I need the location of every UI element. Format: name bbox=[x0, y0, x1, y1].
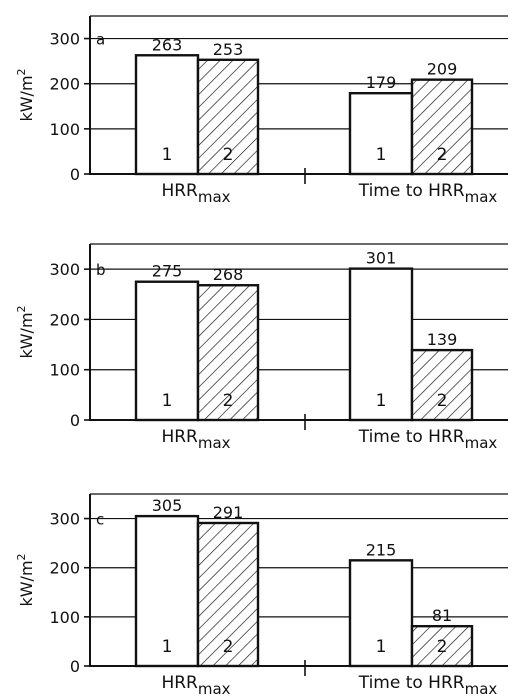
ytick-label-100: 100 bbox=[49, 608, 80, 627]
series-index-label: 1 bbox=[376, 637, 387, 657]
bar-1-series-2 bbox=[196, 521, 260, 668]
value-label: 305 bbox=[152, 496, 183, 515]
series-index-label: 2 bbox=[223, 145, 234, 165]
bar-2-series-2 bbox=[410, 624, 474, 668]
ytick-label-0: 0 bbox=[70, 165, 80, 184]
series-index-label: 2 bbox=[437, 145, 448, 165]
ytick-label-300: 300 bbox=[49, 510, 80, 529]
series-index-label: 1 bbox=[376, 391, 387, 411]
panel-b: 0 100 200 300 kW/m2 b 275 1 268 2 301 1 139 2 HRRmax Ti… bbox=[15, 243, 508, 452]
series-index-label: 1 bbox=[162, 391, 173, 411]
ytick-label-200: 200 bbox=[49, 310, 80, 329]
ytick-label-300: 300 bbox=[49, 260, 80, 279]
series-index-label: 2 bbox=[223, 637, 234, 657]
bar-1-series-2 bbox=[196, 58, 260, 176]
series-index-label: 2 bbox=[223, 391, 234, 411]
series-index-label: 1 bbox=[162, 637, 173, 657]
series-index-label: 1 bbox=[376, 145, 387, 165]
panel-label: c bbox=[96, 511, 104, 529]
value-label: 209 bbox=[427, 60, 458, 79]
bar-2-series-2 bbox=[410, 78, 474, 176]
ytick-label-100: 100 bbox=[49, 120, 80, 139]
value-label: 253 bbox=[213, 40, 244, 59]
value-label: 275 bbox=[152, 262, 183, 281]
panel-a: 0 100 200 300 kW/m2 a 263 1 253 2 179 1 209 2 HRRmax Ti… bbox=[15, 15, 508, 206]
series-index-label: 2 bbox=[437, 637, 448, 657]
category-label-1: HRRmax bbox=[161, 181, 230, 206]
y-axis-label: kW/m2 bbox=[15, 553, 36, 606]
category-label-2: Time to HRRmax bbox=[358, 181, 498, 206]
value-label: 81 bbox=[432, 606, 452, 625]
ytick-label-200: 200 bbox=[49, 559, 80, 578]
bar-2-series-1 bbox=[348, 559, 414, 668]
value-label: 301 bbox=[366, 249, 397, 268]
panel-label: a bbox=[96, 31, 105, 49]
value-label: 291 bbox=[213, 503, 244, 522]
ytick-label-300: 300 bbox=[49, 30, 80, 49]
ytick-label-0: 0 bbox=[70, 657, 80, 676]
value-label: 263 bbox=[152, 35, 183, 54]
category-label-1: HRRmax bbox=[161, 427, 230, 452]
bar-1-series-2 bbox=[196, 284, 260, 422]
value-label: 268 bbox=[213, 265, 244, 284]
bar-2-series-2 bbox=[410, 348, 474, 422]
series-index-label: 1 bbox=[162, 145, 173, 165]
value-label: 179 bbox=[366, 73, 397, 92]
category-label-2: Time to HRRmax bbox=[358, 673, 498, 697]
bar-2-series-1 bbox=[348, 91, 414, 176]
series-index-label: 2 bbox=[437, 391, 448, 411]
ytick-label-200: 200 bbox=[49, 75, 80, 94]
category-label-2: Time to HRRmax bbox=[358, 427, 498, 452]
value-label: 215 bbox=[366, 540, 397, 559]
ytick-label-100: 100 bbox=[49, 361, 80, 380]
panel-label: b bbox=[96, 261, 106, 279]
bar-2-series-1 bbox=[348, 267, 414, 422]
ytick-label-0: 0 bbox=[70, 411, 80, 430]
category-label-1: HRRmax bbox=[161, 673, 230, 697]
panel-c: 0 100 200 300 kW/m2 c 305 1 291 2 215 1 81 2 HRRmax Tim… bbox=[15, 493, 508, 697]
value-label: 139 bbox=[427, 330, 458, 349]
y-axis-label: kW/m2 bbox=[15, 68, 36, 121]
y-axis-label: kW/m2 bbox=[15, 305, 36, 358]
